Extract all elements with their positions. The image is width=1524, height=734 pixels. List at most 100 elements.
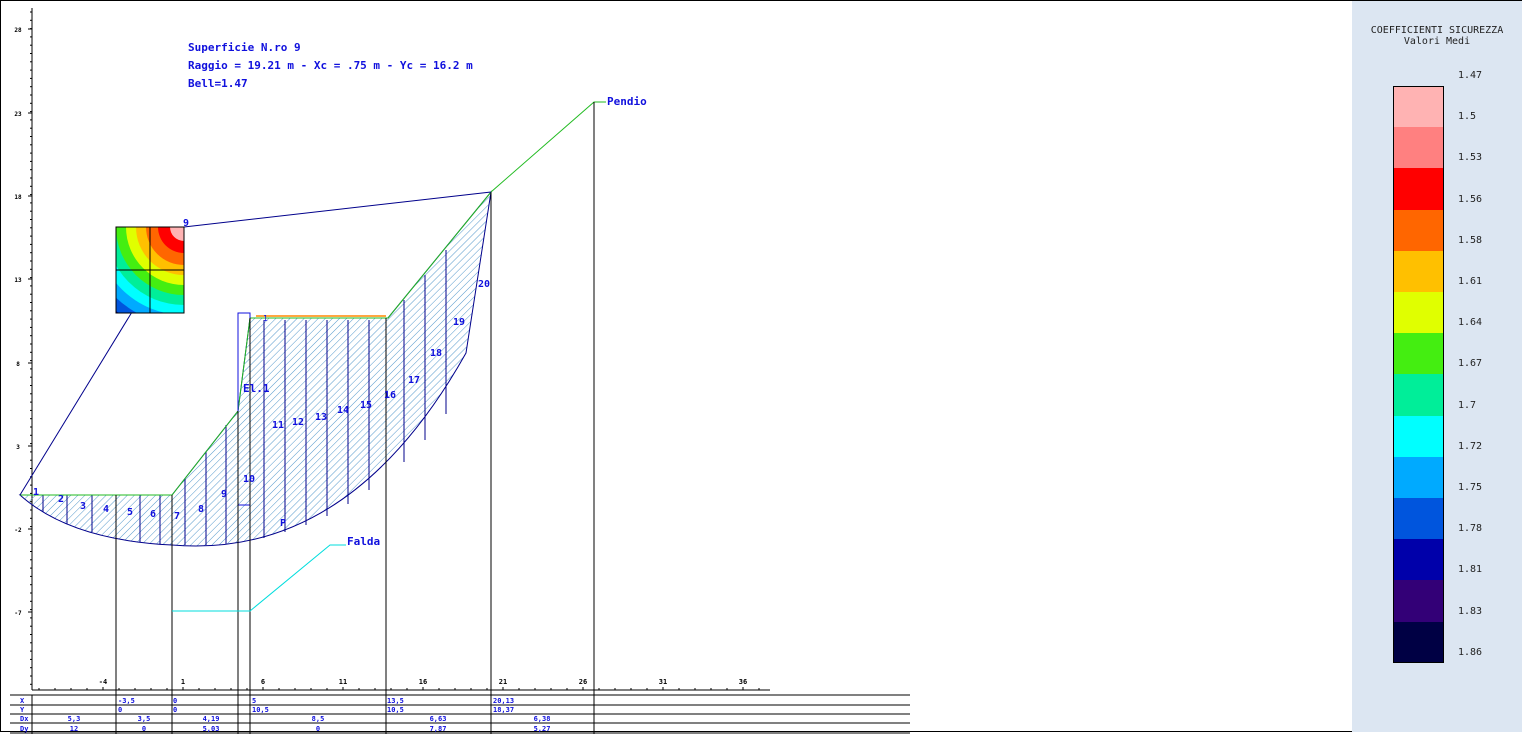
table-cell-dy: 5,03 [203,725,220,733]
table-cell-dy: 12 [70,725,78,733]
table-cell-y: 18,37 [493,706,514,714]
vertical-reference-lines [115,102,595,734]
slice-label: 6 [150,509,156,520]
slice-label: 2 [58,494,64,505]
legend-subtitle: Valori Medi [1403,36,1471,47]
falda-label: Falda [347,535,380,548]
table-cell-dy: 5,27 [534,725,551,733]
table-cell-x: 5 [252,697,256,705]
legend-value-label: 1.67 [1458,358,1483,370]
slice-label: 16 [384,390,396,401]
y-axis-ticks: 28 23 18 13 8 3 -2 -7 [14,27,32,617]
legend-color-bar [1393,498,1444,540]
legend-title: COEFFICIENTI SICUREZZA [1370,25,1504,36]
x-tick-label: 21 [499,678,507,686]
x-tick-label: 31 [659,678,667,686]
center-label: 9 [183,218,189,229]
legend-color-bar [1393,333,1444,375]
table-cell-dy: 7,87 [430,725,447,733]
element-label: El.1 [243,382,270,395]
legend-color-bar [1393,415,1444,458]
table-cell-dy: 0 [142,725,146,733]
table-cell-x: 20,13 [493,697,514,705]
table-cell-y: 10,5 [387,706,404,714]
legend-value-label: 1.64 [1458,317,1483,329]
legend-color-bar [1393,292,1444,334]
table-row-header: Dy [20,725,29,733]
slice-label: 19 [453,317,465,328]
surface-title: Superficie N.ro 9 [188,41,301,54]
y-tick-label: 28 [14,27,22,34]
table-cell-dx: 5,3 [68,715,81,723]
table-cell-dy: 0 [316,725,320,733]
geometry-table [10,694,910,734]
legend-value-label: 1.56 [1458,193,1483,205]
legend-color-bar [1393,250,1444,293]
slope-profile [20,101,606,496]
slice-label: 18 [430,348,442,359]
slice-label: 11 [272,420,284,431]
legend-value-label: 1.81 [1458,564,1483,576]
y-tick-label: 18 [14,194,22,201]
slice-label: 14 [337,405,349,416]
table-cell-dx: 4,19 [203,715,220,723]
table-row-header: Dx [20,715,29,723]
slice-lines [42,250,447,545]
legend-color-bar [1393,374,1444,417]
table-cell-y: 0 [118,706,122,714]
table-cell-dx: 6,63 [430,715,447,723]
legend-value-label: 1.58 [1458,234,1483,246]
legend-color-bar [1393,86,1444,128]
legend-value-label: 1.75 [1458,482,1483,493]
safety-factor: Bell=1.47 [188,77,248,90]
y-tick-label: 23 [14,111,22,118]
water-table [172,544,346,612]
slip-radius-right [183,191,492,228]
table-cell-dx: 6,38 [534,715,551,723]
circle-parameters: Raggio = 19.21 m - Xc = .75 m - Yc = 16.… [188,59,473,72]
slice-label: 3 [80,501,86,512]
slice-label: 17 [408,375,420,386]
x-tick-label: 16 [419,678,427,686]
legend-color-bar [1393,456,1444,499]
legend-color-bar [1393,580,1444,623]
legend-color-bar [1393,168,1444,211]
slice-label: 10 [243,474,255,485]
slice-label: 15 [360,400,372,411]
x-tick-label: 6 [261,678,265,686]
y-tick-label: 3 [16,444,20,451]
legend-value-label: 1.86 [1458,646,1483,658]
x-tick-label: -4 [99,678,107,686]
table-row-header: Y [20,706,25,714]
pendio-label: Pendio [607,95,647,108]
x-tick-label: 26 [579,678,587,686]
y-tick-label: 8 [16,361,20,368]
legend-color-bar [1393,539,1444,581]
slice-label: 12 [292,417,304,428]
slice-label: 5 [127,507,133,518]
y-tick-label: -7 [14,610,22,617]
slice-label: 13 [315,412,327,423]
slice-label: 9 [221,489,227,500]
slice-label: 8 [198,504,204,515]
slice-label: 7 [174,511,180,522]
table-cell-dx: 3,5 [138,715,151,723]
table-cell-x: 0 [173,697,177,705]
slip-mass-hatched [18,190,492,547]
x-tick-label: 1 [181,678,185,686]
legend-value-label: 1.78 [1458,523,1483,535]
x-tick-label: 36 [739,678,747,686]
y-tick-label: 13 [14,277,22,284]
x-tick-label: 11 [339,678,347,686]
slice-label: 1 [33,487,39,498]
table-row-header: X [20,697,25,705]
legend-value-label: 1.7 [1458,399,1477,411]
legend-color-bar [1393,209,1444,252]
point-label: P [280,518,286,529]
legend-value-label: 1.83 [1458,605,1483,617]
y-axis-minor-ticks [30,11,32,685]
y-tick-label: -2 [14,527,22,534]
